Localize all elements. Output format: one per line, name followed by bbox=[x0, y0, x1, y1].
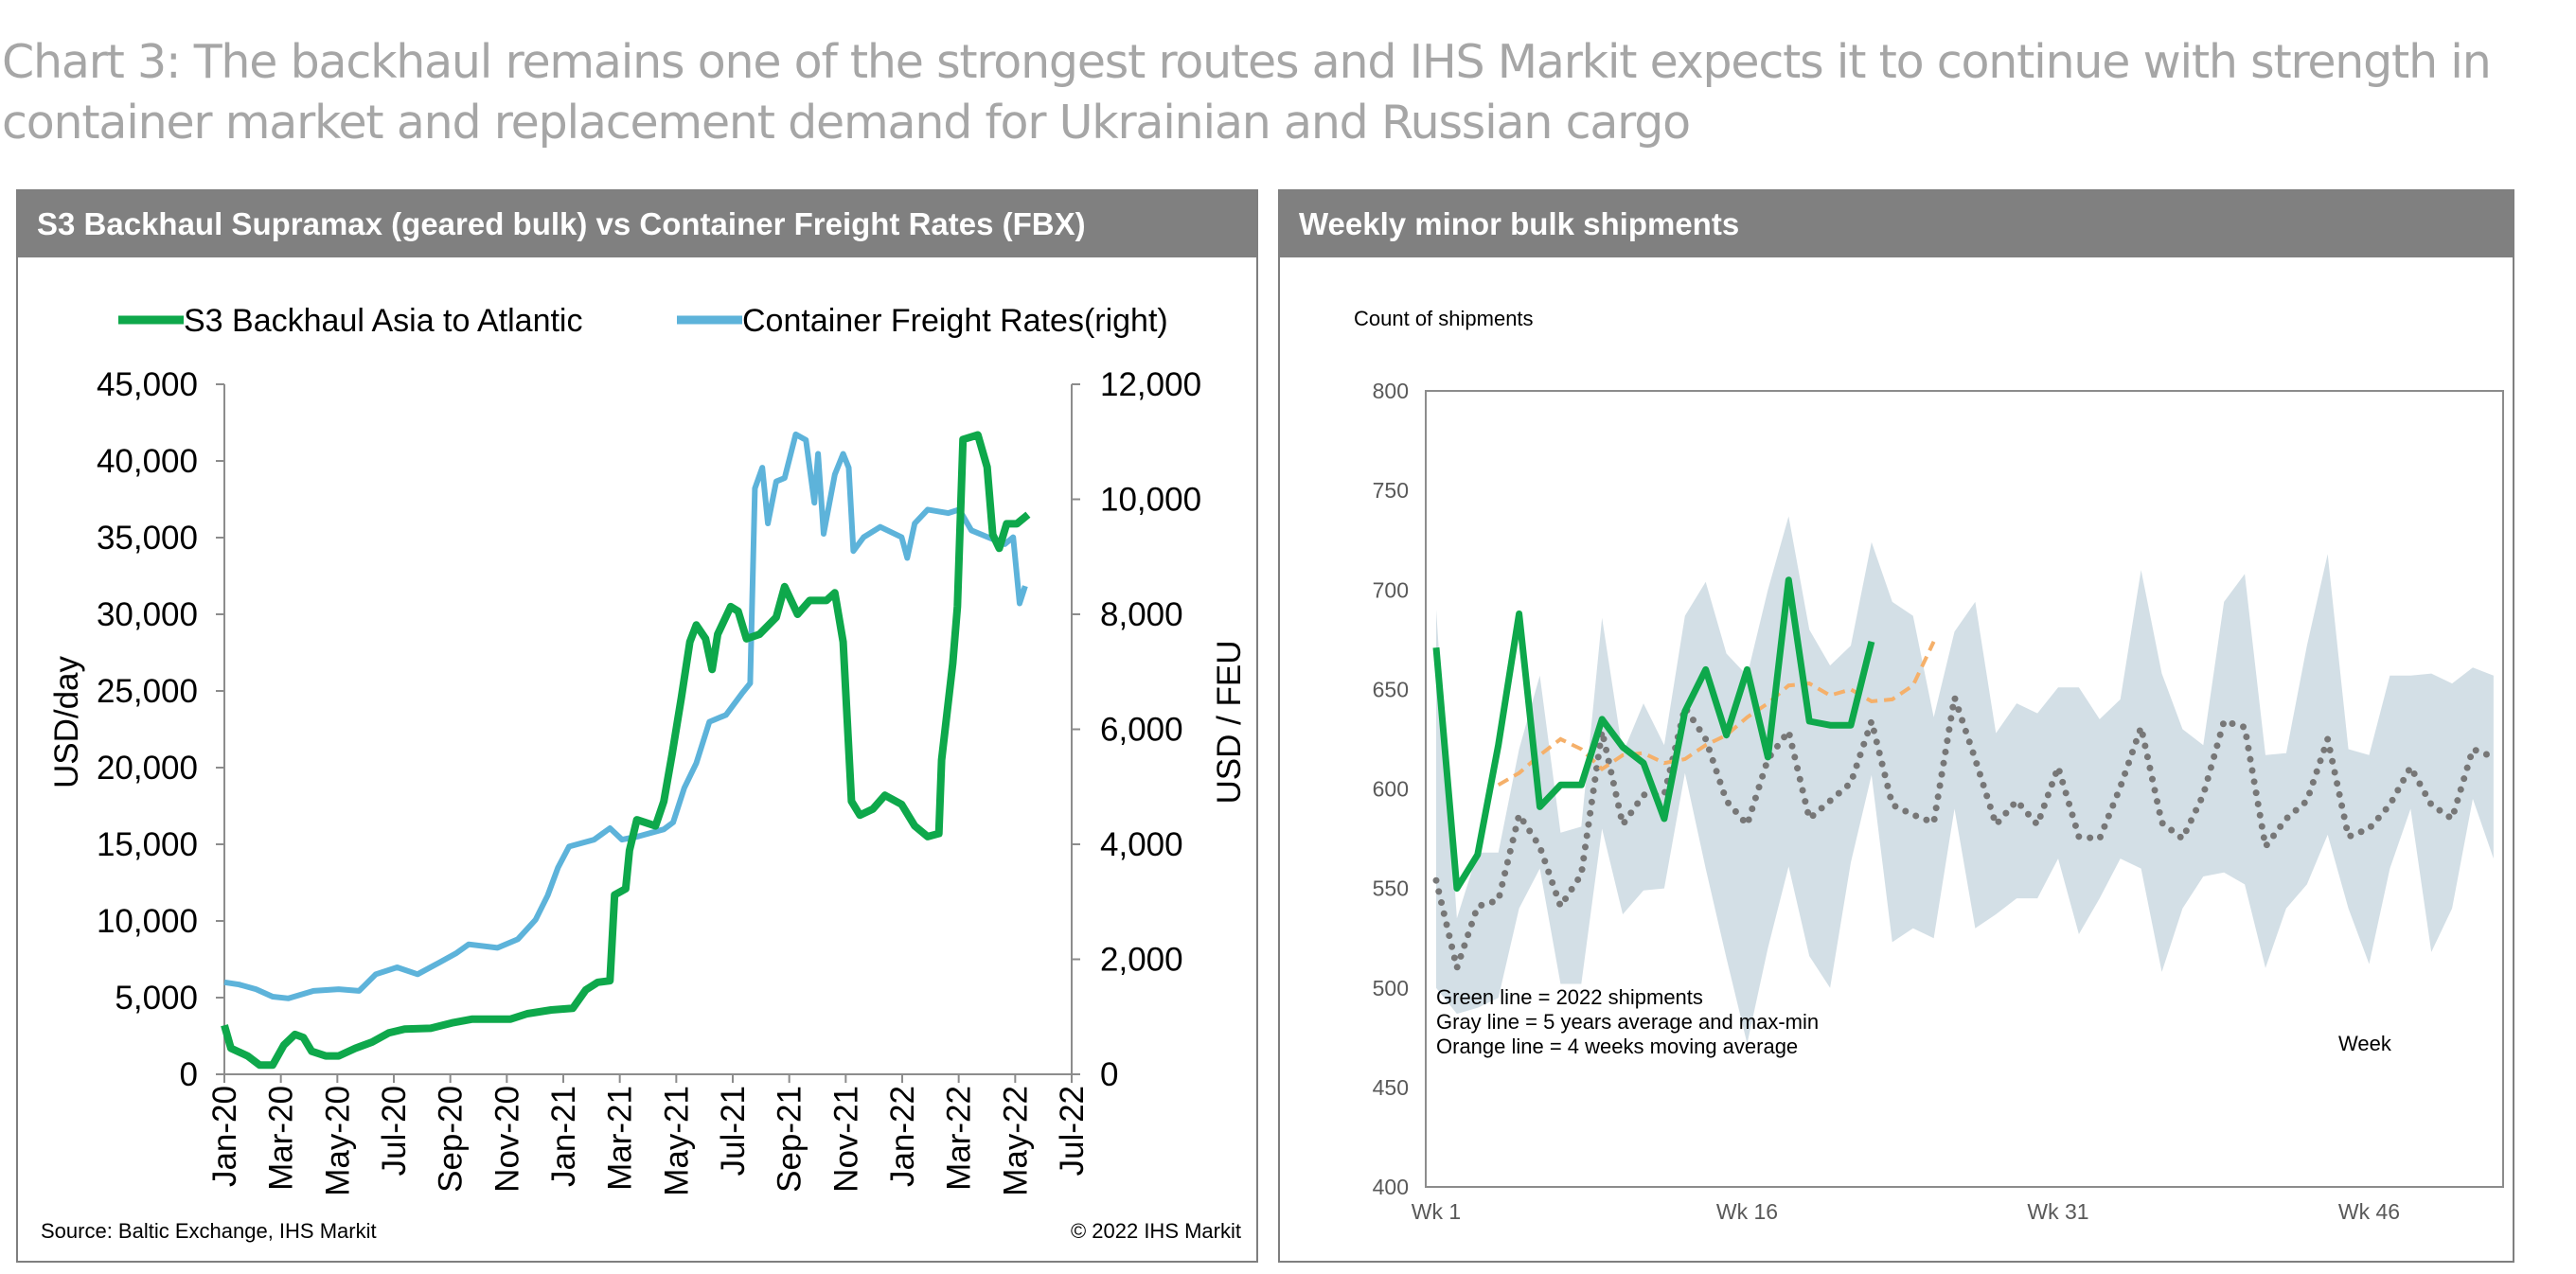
right-y-axis-label: USD / FEU bbox=[1211, 640, 1248, 804]
x-tick-label: Jul-21 bbox=[715, 1086, 752, 1176]
left-y-tick-label: 0 bbox=[180, 1056, 198, 1093]
x-tick-label: Wk 16 bbox=[1716, 1199, 1778, 1224]
left-y-tick-label: 20,000 bbox=[97, 750, 198, 787]
copyright-note: © 2022 IHS Markit bbox=[1070, 1219, 1241, 1243]
max-min-band bbox=[1436, 516, 2494, 1044]
y-tick-label: 650 bbox=[1373, 677, 1409, 701]
right-y-tick-label: 6,000 bbox=[1100, 712, 1183, 749]
left-y-tick-label: 40,000 bbox=[97, 443, 198, 480]
left-y-tick-label: 15,000 bbox=[97, 826, 198, 863]
moving-average-line bbox=[1497, 641, 1936, 787]
right-y-tick-label: 0 bbox=[1100, 1056, 1118, 1093]
x-tick-label: Jan-21 bbox=[545, 1086, 582, 1187]
left-y-tick-label: 30,000 bbox=[97, 596, 198, 633]
legend-annotation: Gray line = 5 years average and max-min bbox=[1436, 1010, 1819, 1034]
x-tick-label: Jul-22 bbox=[1054, 1086, 1091, 1176]
x-axis-label: Week bbox=[2338, 1032, 2392, 1055]
y-tick-label: 500 bbox=[1373, 976, 1409, 1000]
legend-label-s3-backhaul: S3 Backhaul Asia to Atlantic bbox=[184, 303, 582, 339]
y-tick-label: 750 bbox=[1373, 478, 1409, 503]
y-tick-label: 700 bbox=[1373, 577, 1409, 602]
y-tick-label: 800 bbox=[1373, 379, 1409, 403]
legend-label-container-rates: Container Freight Rates(right) bbox=[742, 303, 1168, 339]
x-tick-label: Sep-20 bbox=[433, 1086, 470, 1193]
main-title-line-1: Chart 3: The backhaul remains one of the… bbox=[2, 35, 2492, 89]
series-line-s3-backhaul bbox=[221, 431, 1031, 1070]
y-tick-label: 450 bbox=[1373, 1075, 1409, 1100]
right-y-tick-label: 4,000 bbox=[1100, 826, 1183, 863]
main-title-line-2: container market and replacement demand … bbox=[2, 96, 1691, 150]
right-y-tick-label: 2,000 bbox=[1100, 942, 1183, 979]
x-tick-label: Jan-20 bbox=[206, 1086, 243, 1187]
y-tick-label: 600 bbox=[1373, 777, 1409, 802]
x-tick-label: May-20 bbox=[319, 1086, 356, 1196]
source-note: Source: Baltic Exchange, IHS Markit bbox=[41, 1219, 377, 1243]
x-tick-label: May-22 bbox=[997, 1086, 1034, 1196]
x-tick-label: Mar-22 bbox=[941, 1086, 978, 1191]
x-tick-label: Mar-21 bbox=[602, 1086, 639, 1191]
left-y-tick-label: 35,000 bbox=[97, 520, 198, 557]
x-tick-label: Jul-20 bbox=[376, 1086, 413, 1176]
right-y-tick-label: 8,000 bbox=[1100, 596, 1183, 633]
left-y-tick-label: 5,000 bbox=[115, 980, 198, 1017]
x-tick-label: Nov-20 bbox=[489, 1086, 525, 1193]
five-year-average-line bbox=[1432, 696, 2497, 981]
y-tick-label: 400 bbox=[1373, 1175, 1409, 1199]
left-y-axis-label: USD/day bbox=[48, 655, 85, 788]
x-tick-label: Wk 31 bbox=[2027, 1199, 2088, 1224]
y-axis-label: Count of shipments bbox=[1354, 307, 1534, 330]
backhaul-chart-panel: S3 Backhaul Supramax (geared bulk) vs Co… bbox=[16, 189, 1258, 1263]
x-tick-label: Mar-20 bbox=[263, 1086, 300, 1191]
left-y-tick-label: 45,000 bbox=[97, 366, 198, 403]
plot-frame bbox=[1425, 390, 2504, 1188]
chart-main-title: Chart 3: The backhaul remains one of the… bbox=[2, 32, 2492, 153]
x-tick-label: May-21 bbox=[658, 1086, 695, 1196]
minor-bulk-chart-header: Weekly minor bulk shipments bbox=[1280, 191, 2513, 257]
right-y-tick-label: 10,000 bbox=[1100, 482, 1201, 519]
left-y-tick-label: 10,000 bbox=[97, 903, 198, 940]
series-line-container-rates bbox=[223, 431, 1028, 1001]
x-tick-label: Wk 46 bbox=[2338, 1199, 2400, 1224]
shipments-2022-line bbox=[1432, 576, 1875, 893]
legend-annotation: Orange line = 4 weeks moving average bbox=[1436, 1035, 1798, 1058]
x-tick-label: Jan-22 bbox=[884, 1086, 921, 1187]
backhaul-chart-header: S3 Backhaul Supramax (geared bulk) vs Co… bbox=[18, 191, 1256, 257]
y-tick-label: 550 bbox=[1373, 876, 1409, 901]
x-tick-label: Sep-21 bbox=[772, 1086, 808, 1193]
x-tick-label: Nov-21 bbox=[827, 1086, 864, 1193]
right-y-tick-label: 12,000 bbox=[1100, 366, 1201, 403]
left-y-tick-label: 25,000 bbox=[97, 673, 198, 710]
legend-annotation: Green line = 2022 shipments bbox=[1436, 985, 1703, 1009]
x-tick-label: Wk 1 bbox=[1412, 1199, 1461, 1224]
